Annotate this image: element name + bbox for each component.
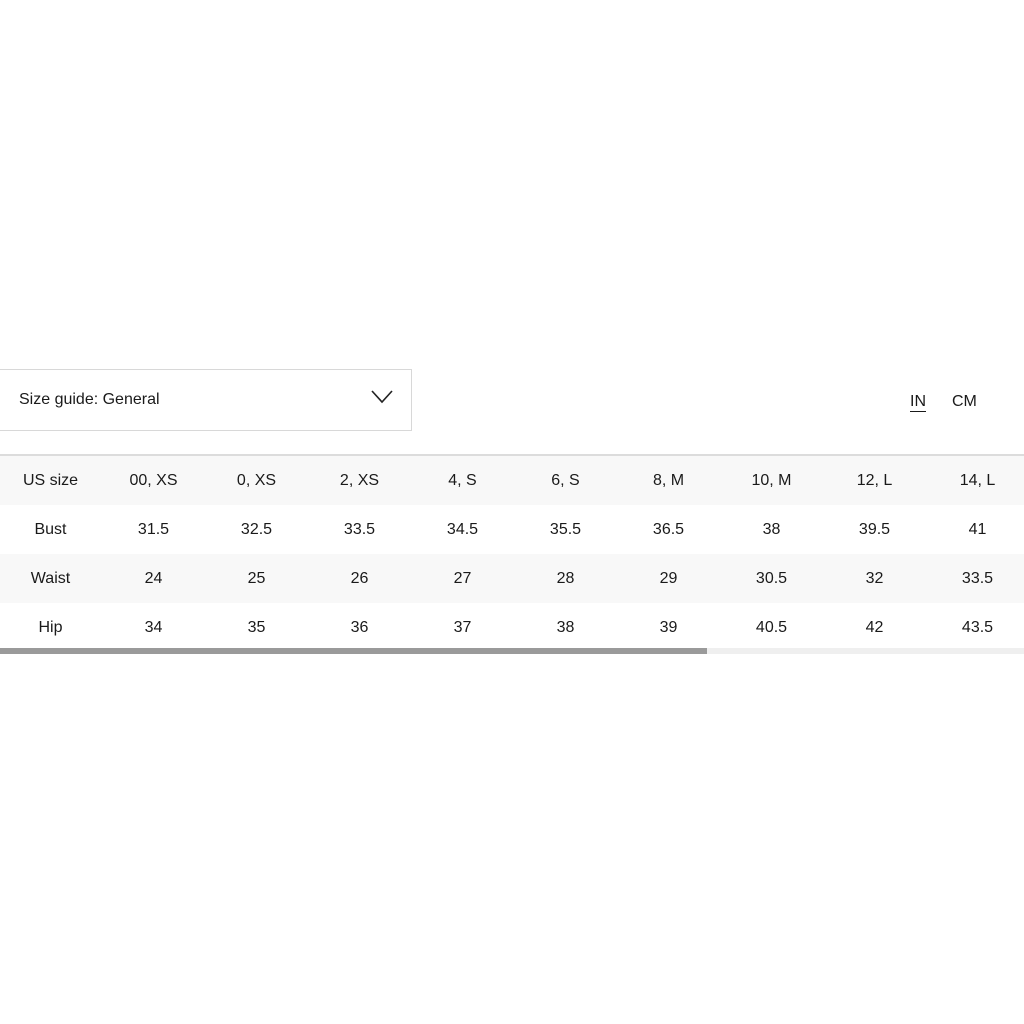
table-cell: 37 bbox=[453, 618, 472, 636]
column-header: 10, M bbox=[751, 471, 792, 489]
table-cell: 41 bbox=[968, 520, 987, 538]
table-cell: 25 bbox=[247, 569, 266, 587]
table-cell: 35 bbox=[247, 618, 266, 636]
table-cell: 35.5 bbox=[549, 520, 582, 538]
unit-in-button[interactable]: IN bbox=[910, 393, 926, 410]
table-cell: 24 bbox=[144, 569, 163, 587]
table-cell: 36 bbox=[350, 618, 369, 636]
row-label: US size bbox=[22, 471, 79, 489]
table-cell: 38 bbox=[762, 520, 781, 538]
horizontal-scrollbar[interactable] bbox=[0, 648, 1024, 654]
unit-cm-button[interactable]: CM bbox=[952, 393, 977, 410]
row-label: Waist bbox=[30, 569, 71, 587]
row-label: Hip bbox=[38, 618, 63, 636]
column-header: 14, L bbox=[959, 471, 996, 489]
row-label: Bust bbox=[34, 520, 67, 538]
unit-toggle: IN CM bbox=[910, 393, 977, 411]
table-cell: 40.5 bbox=[755, 618, 788, 636]
bust-row: Bust 31.5 32.5 33.5 34.5 35.5 36.5 38 39.5 41 bbox=[0, 505, 1024, 554]
table-cell: 42 bbox=[865, 618, 884, 636]
table-cell: 36.5 bbox=[652, 520, 685, 538]
column-header: 6, S bbox=[551, 471, 580, 489]
table-cell: 33.5 bbox=[961, 569, 994, 587]
table-cell: 39 bbox=[659, 618, 678, 636]
table-cell: 30.5 bbox=[755, 569, 788, 587]
column-header: 12, L bbox=[856, 471, 893, 489]
table-cell: 38 bbox=[556, 618, 575, 636]
size-guide-dropdown[interactable]: Size guide: General bbox=[0, 369, 412, 431]
column-header: 0, XS bbox=[236, 471, 277, 489]
table-cell: 34 bbox=[144, 618, 163, 636]
table-cell: 34.5 bbox=[446, 520, 479, 538]
table-cell: 32.5 bbox=[240, 520, 273, 538]
column-header: 2, XS bbox=[339, 471, 380, 489]
column-header: 4, S bbox=[448, 471, 477, 489]
scrollbar-thumb[interactable] bbox=[0, 648, 707, 654]
size-table: US size 00, XS 0, XS 2, XS 4, S 6, S 8, M 10, M… bbox=[0, 454, 1024, 652]
table-cell: 32 bbox=[865, 569, 884, 587]
table-cell: 31.5 bbox=[137, 520, 170, 538]
table-cell: 28 bbox=[556, 569, 575, 587]
column-header: 8, M bbox=[652, 471, 685, 489]
size-guide-label: Size guide: General bbox=[19, 391, 160, 408]
table-cell: 27 bbox=[453, 569, 472, 587]
column-header: 00, XS bbox=[129, 471, 178, 489]
table-cell: 43.5 bbox=[961, 618, 994, 636]
waist-row: Waist 24 25 26 27 28 29 30.5 32 33.5 bbox=[0, 554, 1024, 603]
table-cell: 26 bbox=[350, 569, 369, 587]
table-cell: 29 bbox=[659, 569, 678, 587]
chevron-down-icon bbox=[371, 390, 393, 404]
header-row: US size 00, XS 0, XS 2, XS 4, S 6, S 8, M 10, M… bbox=[0, 456, 1024, 505]
table-cell: 39.5 bbox=[858, 520, 891, 538]
table-cell: 33.5 bbox=[343, 520, 376, 538]
hip-row: Hip 34 35 36 37 38 39 40.5 42 43.5 bbox=[0, 603, 1024, 652]
